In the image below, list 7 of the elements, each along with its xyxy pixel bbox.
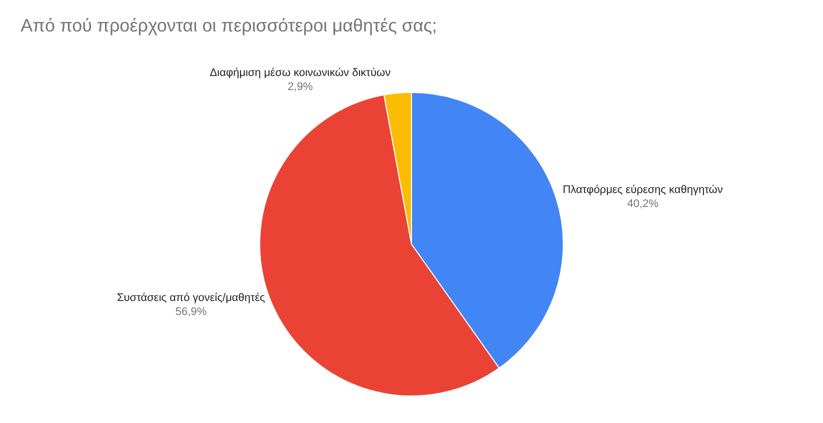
- chart-title: Από πού προέρχονται οι περισσότεροι μαθητές σας;: [20, 16, 438, 36]
- data-label: 2,9%: [288, 81, 313, 94]
- slice-label: Συστάσεις από γονείς/μαθητές: [116, 292, 266, 304]
- data-label: 56,9%: [175, 306, 207, 318]
- data-label: 40,2%: [627, 198, 659, 210]
- slice-label: Διαφήμιση μέσω κοινωνικών δικτύων: [210, 66, 392, 79]
- slice-label: Πλατφόρμες εύρεσης καθηγητών: [562, 184, 724, 196]
